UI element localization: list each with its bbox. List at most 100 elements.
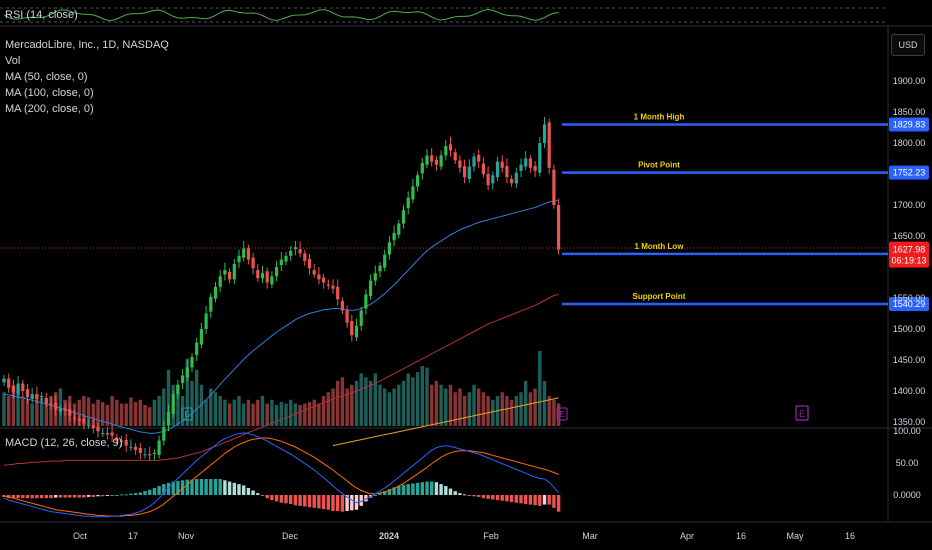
candle-body xyxy=(21,383,25,391)
macd-histogram-bar xyxy=(166,482,171,495)
macd-histogram-bar xyxy=(359,495,363,506)
rsi-legend[interactable]: RSI (14, close) xyxy=(5,9,78,21)
ma100-legend[interactable]: MA (100, close, 0) xyxy=(5,87,94,99)
macd-signal-line xyxy=(3,437,559,517)
macd-histogram-bar xyxy=(143,491,147,495)
volume-bar xyxy=(453,392,457,426)
macd-histogram-bar xyxy=(209,479,213,495)
volume-bar xyxy=(552,399,556,426)
macd-histogram-bar xyxy=(453,491,457,495)
rsi-pane xyxy=(0,7,888,23)
candle-body xyxy=(77,418,81,421)
macd-histogram-bar xyxy=(387,489,392,495)
candle-body xyxy=(115,437,119,441)
candle-body xyxy=(237,255,241,263)
earnings-icon[interactable] xyxy=(556,407,568,421)
volume-bar xyxy=(86,397,91,426)
level-price-label: 1752.23 xyxy=(893,168,926,178)
macd-tick-label: 100.00 xyxy=(893,426,921,436)
time-tick-label: 2024 xyxy=(379,531,399,541)
volume-bar xyxy=(218,396,222,426)
volume-bar xyxy=(82,396,86,426)
candle-body xyxy=(331,285,335,289)
macd-histogram-bar xyxy=(148,489,152,495)
candle-body xyxy=(528,158,532,168)
macd-histogram-bar xyxy=(406,484,410,495)
volume-bar xyxy=(350,384,354,426)
candle-body xyxy=(401,209,406,224)
volume-bar xyxy=(77,399,81,426)
candle-body xyxy=(260,273,265,279)
macd-legend[interactable]: MACD (12, 26, close, 9) xyxy=(5,437,123,449)
macd-histogram-bar xyxy=(462,494,467,496)
earnings-icon[interactable] xyxy=(795,405,809,421)
earnings-icon[interactable] xyxy=(181,407,193,421)
candle-body xyxy=(416,175,420,187)
volume-bar xyxy=(227,403,232,426)
macd-histogram-bar xyxy=(72,495,77,498)
volume-bar xyxy=(237,396,241,426)
macd-histogram-bar xyxy=(312,495,316,508)
symbol-legend[interactable]: MercadoLibre, Inc., 1D, NASDAQ xyxy=(5,39,169,51)
macd-histogram-bar xyxy=(284,495,288,504)
macd-histogram-bar xyxy=(124,494,128,496)
candle-body xyxy=(242,248,246,258)
candle-body xyxy=(298,249,302,254)
time-tick-label: Apr xyxy=(680,531,694,541)
candle-body xyxy=(359,310,363,326)
macd-histogram-bar xyxy=(162,484,166,495)
ma200-legend[interactable]: MA (200, close, 0) xyxy=(5,103,94,115)
macd-histogram-bar xyxy=(256,493,260,495)
candle-body xyxy=(204,313,208,329)
macd-histogram-bar xyxy=(317,495,321,509)
macd-histogram-bar xyxy=(486,495,490,499)
volume-bar xyxy=(213,392,218,426)
volume-bar xyxy=(25,399,30,426)
volume-bar xyxy=(195,369,199,426)
volume-bar xyxy=(115,399,119,426)
price-tick-label: 1700.00 xyxy=(893,200,926,210)
candle-body xyxy=(16,383,20,395)
candle-body xyxy=(2,378,6,383)
ma50-line xyxy=(3,200,559,434)
volume-bar xyxy=(430,384,434,426)
macd-histogram-bar xyxy=(105,495,110,496)
candle-body xyxy=(152,453,156,454)
macd-histogram-bar xyxy=(472,495,476,497)
macd-histogram-bar xyxy=(232,482,236,495)
volume-bar xyxy=(16,388,20,426)
macd-histogram-bar xyxy=(509,495,514,503)
volume-bar xyxy=(542,381,547,426)
candle-body xyxy=(54,402,58,410)
currency-button[interactable]: USD xyxy=(891,34,925,56)
macd-histogram-bar xyxy=(190,479,194,495)
candle-body xyxy=(524,158,528,167)
macd-histogram-bar xyxy=(30,495,34,499)
macd-histogram-bar xyxy=(547,495,551,505)
macd-histogram-bar xyxy=(246,487,251,495)
volume-bar xyxy=(284,403,288,426)
macd-histogram-bar xyxy=(538,495,542,506)
candle-body xyxy=(383,254,387,268)
macd-histogram-bar xyxy=(101,495,105,497)
candle-body xyxy=(96,426,100,432)
macd-histogram-bar xyxy=(16,495,20,499)
volume-legend[interactable]: Vol xyxy=(5,55,21,67)
candle-body xyxy=(406,197,410,209)
level-price-tag xyxy=(889,117,929,132)
candle-body xyxy=(213,286,218,299)
volume-bar xyxy=(256,399,260,426)
macd-histogram-bar xyxy=(321,495,326,510)
candle-body xyxy=(181,375,185,383)
volume-bar xyxy=(119,403,124,426)
volume-bar xyxy=(509,399,514,426)
macd-histogram-bar xyxy=(439,484,443,495)
candle-body xyxy=(552,169,556,205)
volume-bar xyxy=(180,396,185,426)
candle-body xyxy=(373,273,377,281)
ma50-legend[interactable]: MA (50, close, 0) xyxy=(5,71,88,83)
volume-bar xyxy=(110,396,114,426)
volume-bar xyxy=(176,384,180,426)
candle-body xyxy=(448,144,453,151)
volume-bar xyxy=(2,392,6,426)
